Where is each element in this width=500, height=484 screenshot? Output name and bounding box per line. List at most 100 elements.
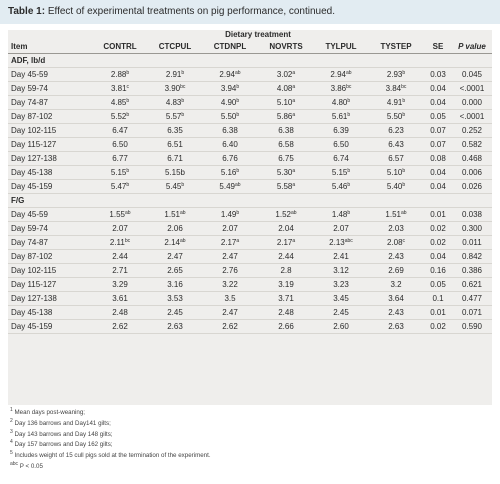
- table-cell: 3.19: [258, 277, 314, 292]
- cell-value: 3.02: [276, 70, 293, 79]
- table-cell: 3.22: [202, 277, 258, 292]
- cell-value: 1.48: [331, 210, 348, 219]
- table-cell: 2.17a: [258, 235, 314, 250]
- table-row: Day 127-138 6.77 6.71 6.76 6.75 6.74 6.57 0.08 0…: [8, 151, 492, 166]
- cell-value: 0.05: [430, 280, 446, 289]
- table-cell: 3.5: [202, 291, 258, 306]
- cell-value: 6.38: [278, 126, 294, 135]
- table-cell: 2.48: [258, 305, 314, 320]
- footnote-text: Day 157 barrows and Day 162 gilts;: [12, 441, 113, 449]
- table-title: Table 1: Effect of experimental treatmen…: [0, 0, 500, 24]
- cell-value: 5.16: [220, 168, 237, 177]
- significance-superscript: a: [292, 84, 296, 90]
- cell-value: 5.46: [331, 182, 348, 191]
- table-cell: 5.47b: [92, 179, 148, 194]
- cell-value: 0.582: [461, 140, 483, 149]
- cell-value: 3.12: [333, 266, 349, 275]
- significance-superscript: a: [292, 238, 296, 244]
- footnote-mark: 4: [10, 439, 13, 446]
- cell-value: 0.045: [461, 70, 483, 79]
- table-cell: 5.15b: [148, 165, 202, 180]
- cell-value: 5.86: [276, 112, 293, 121]
- table-cell: 5.40b: [368, 179, 424, 194]
- cell-value: 2.14: [164, 238, 180, 247]
- cell-value: 6.39: [333, 126, 349, 135]
- table-cell: 3.81c: [92, 81, 148, 96]
- table-cell: 0.621: [452, 277, 492, 292]
- table-cell: 2.76: [202, 263, 258, 278]
- table-cell: 0.02: [424, 235, 452, 250]
- cell-value: 2.71: [112, 266, 128, 275]
- row-label: Day 45-59: [8, 67, 92, 82]
- cell-value: 0.477: [461, 294, 483, 303]
- table-cell: 0.01: [424, 207, 452, 222]
- table-cell: 5.86a: [258, 109, 314, 124]
- cell-value: 0.05: [430, 112, 446, 121]
- significance-superscript: b: [181, 98, 185, 104]
- significance-superscript: ab: [125, 210, 131, 216]
- table-cell: 2.07: [92, 221, 148, 236]
- cell-value: 0.1: [432, 294, 444, 303]
- cell-value: 3.71: [278, 294, 294, 303]
- table-cell: 0.582: [452, 137, 492, 152]
- table-cell: 2.48: [92, 305, 148, 320]
- header-row: Item CONTRL CTCPUL CTDNPL NOVRTS TYLPUL …: [8, 40, 492, 54]
- table-cell: 3.2: [368, 277, 424, 292]
- cell-value: 2.44: [278, 252, 294, 261]
- significance-superscript: b: [126, 182, 130, 188]
- significance-superscript: ab: [180, 238, 186, 244]
- significance-superscript: ab: [291, 210, 297, 216]
- table-cell: 2.08c: [368, 235, 424, 250]
- cell-value: 2.44: [112, 252, 128, 261]
- table-cell: 0.252: [452, 123, 492, 138]
- cell-value: 0.02: [430, 224, 446, 233]
- cell-value: 0.04: [430, 182, 446, 191]
- table-row: Day 87-102 2.44 2.47 2.47 2.44 2.41 2.43 0.04 0.…: [8, 249, 492, 264]
- table-cell: 6.75: [258, 151, 314, 166]
- table-cell: 6.50: [92, 137, 148, 152]
- row-label: Day 74-87: [8, 95, 92, 110]
- table-cell: 5.49ab: [202, 179, 258, 194]
- cell-value: 1.55: [109, 210, 125, 219]
- cell-value: 6.58: [278, 140, 294, 149]
- significance-superscript: b: [236, 168, 240, 174]
- table-cell: 6.57: [368, 151, 424, 166]
- cell-value: 6.57: [388, 154, 404, 163]
- significance-superscript: b: [236, 112, 240, 118]
- table-cell: 0.300: [452, 221, 492, 236]
- significance-superscript: ab: [235, 70, 241, 76]
- row-label: Day 45-138: [8, 165, 92, 180]
- footnote-text: Day 143 barrows and Day 148 gilts;: [12, 430, 113, 438]
- dietary-treatment-header: Dietary treatment: [225, 30, 291, 39]
- footnote-mark: 5: [10, 450, 13, 457]
- significance-superscript: b: [126, 112, 130, 118]
- significance-superscript: b: [181, 70, 185, 76]
- cell-value: 2.63: [167, 322, 183, 331]
- footnote-mark: abc: [10, 460, 19, 467]
- table-cell: 2.88b: [92, 67, 148, 82]
- cell-value: 0.04: [430, 252, 446, 261]
- table-cell: 3.23: [314, 277, 368, 292]
- cell-value: 0.01: [430, 210, 446, 219]
- cell-value: 5.40: [386, 182, 403, 191]
- table-cell: 2.17a: [202, 235, 258, 250]
- cell-value: 3.53: [167, 294, 183, 303]
- row-label: Day 102-115: [8, 263, 92, 278]
- significance-superscript: b: [402, 112, 406, 118]
- table-cell: 3.16: [148, 277, 202, 292]
- table-row: Day 74-87 4.85b 4.83b 4.90b 5.10a 4.80b 4.91b 0…: [8, 95, 492, 110]
- column-header: NOVRTS: [258, 40, 314, 54]
- table-cell: 2.11bc: [92, 235, 148, 250]
- significance-superscript: b: [402, 98, 406, 104]
- significance-superscript: b: [236, 84, 240, 90]
- cell-value: 5.50: [386, 112, 403, 121]
- table-cell: 1.52ab: [258, 207, 314, 222]
- table-cell: 4.90b: [202, 95, 258, 110]
- data-table: Dietary treatment Item CONTRL CTCPUL CTD…: [8, 30, 492, 334]
- significance-superscript: c: [402, 238, 406, 244]
- table-cell: 2.94ab: [202, 67, 258, 82]
- cell-value: 5.61: [331, 112, 348, 121]
- cell-value: 5.30: [276, 168, 293, 177]
- cell-value: 6.76: [222, 154, 238, 163]
- cell-value: 3.23: [333, 280, 349, 289]
